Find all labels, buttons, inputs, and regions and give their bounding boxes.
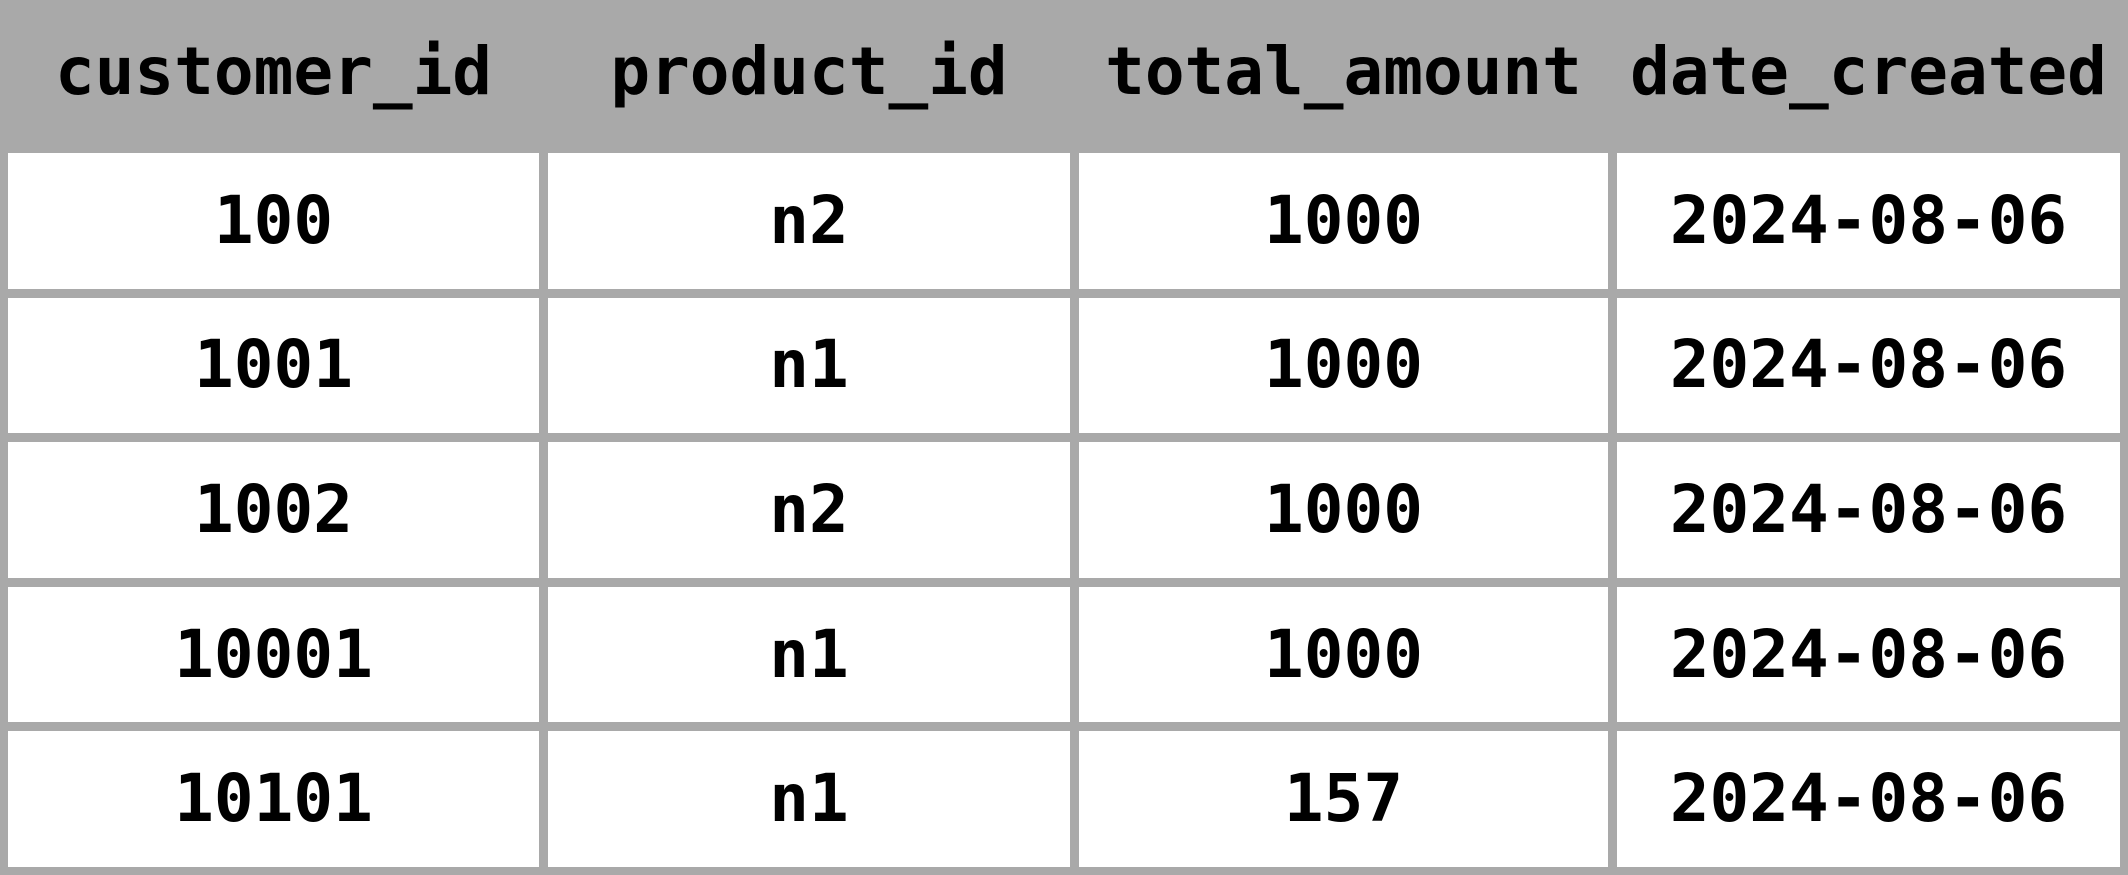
table-cell: n1	[548, 731, 1070, 867]
table-cell: 100	[8, 153, 539, 289]
table-cell: 2024-08-06	[1617, 731, 2120, 867]
column-header-customer-id: customer_id	[54, 33, 493, 110]
table-cell: 1000	[1079, 297, 1608, 434]
table-cell: n1	[548, 586, 1070, 723]
table-cell: 10001	[8, 586, 539, 723]
table-cell: 2024-08-06	[1617, 297, 2120, 434]
table-cell: 2024-08-06	[1617, 442, 2120, 578]
table-cell: n2	[548, 442, 1070, 578]
column-header-total-amount: total_amount	[1105, 33, 1582, 110]
column-header-product-id: product_id	[610, 33, 1008, 110]
table-cell: 1002	[8, 442, 539, 578]
table-cell: 2024-08-06	[1617, 586, 2120, 723]
table-cell: 10101	[8, 731, 539, 867]
table-cell: 1000	[1079, 442, 1608, 578]
table-cell: n1	[548, 297, 1070, 434]
table-cell: 157	[1079, 731, 1608, 867]
column-header-date-created: date_created	[1630, 33, 2107, 110]
table-cell: 1000	[1079, 586, 1608, 723]
table-cell: n2	[548, 153, 1070, 289]
table-cell: 2024-08-06	[1617, 153, 2120, 289]
table-cell: 1000	[1079, 153, 1608, 289]
table-cell: 1001	[8, 297, 539, 434]
